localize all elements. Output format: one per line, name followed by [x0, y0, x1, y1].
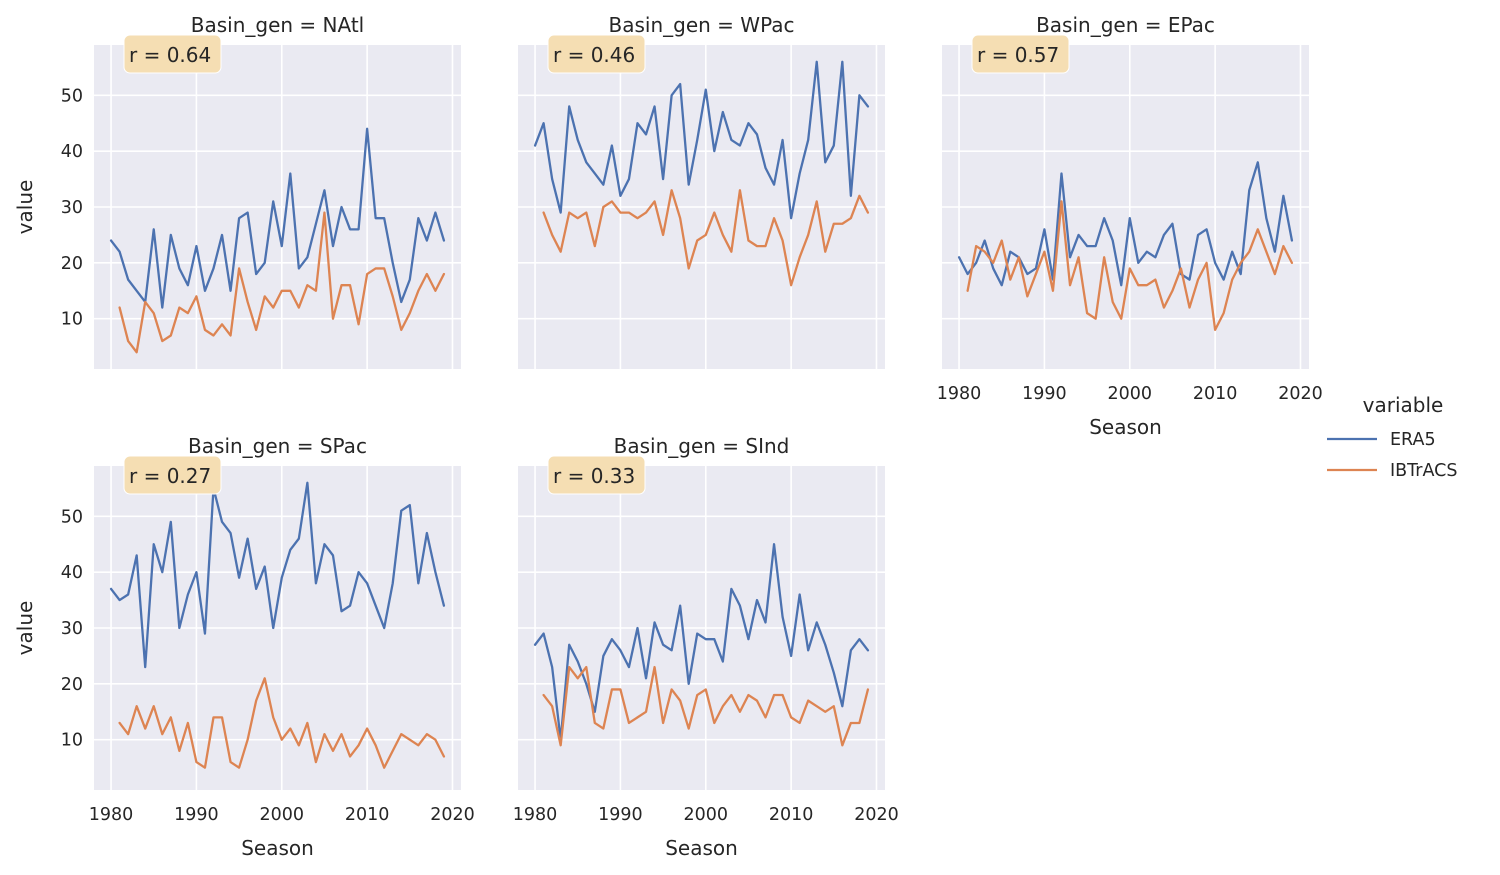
x-tick-label: 1990 [174, 805, 219, 825]
correlation-box [547, 455, 646, 495]
x-axis-label: Season [665, 836, 738, 860]
legend: variable ERA5 IBTrACS [1327, 393, 1457, 481]
x-tick-label: 2000 [1107, 384, 1152, 404]
series-line-ibtracs [966, 200, 1294, 332]
facet-panel-2: Basin_gen = EPac r = 0.57 1980 1990 2000 2010… [937, 13, 1323, 439]
facet-panel-0: Basin_gen = NAtl r = 0.64 10 20 30 40 50 value [13, 13, 461, 369]
y-tick-label: 40 [61, 142, 83, 162]
x-tick-label: 1980 [937, 384, 982, 404]
series-line-era5 [109, 127, 446, 309]
y-tick-label: 40 [61, 563, 83, 583]
panel-title: Basin_gen = SInd [614, 434, 790, 458]
y-tick-label: 30 [61, 198, 83, 218]
correlation-label: r = 0.57 [977, 43, 1059, 67]
series-line-ibtracs [542, 189, 870, 287]
series-line-era5 [533, 60, 870, 220]
y-tick-label: 50 [61, 86, 83, 106]
y-tick-label: 20 [61, 675, 83, 695]
correlation-box [971, 34, 1070, 74]
x-tick-label: 1990 [1022, 384, 1067, 404]
y-tick-label: 20 [61, 254, 83, 274]
facet-panel-4: Basin_gen = SInd r = 0.33 1980 1990 2000 2010… [513, 434, 899, 860]
y-tick-label: 10 [61, 310, 83, 330]
legend-label-era5: ERA5 [1390, 430, 1436, 450]
y-tick-label: 30 [61, 619, 83, 639]
x-tick-label: 2000 [683, 805, 728, 825]
panel-title: Basin_gen = EPac [1036, 13, 1215, 37]
x-tick-label: 1980 [513, 805, 558, 825]
correlation-box [123, 34, 222, 74]
legend-title: variable [1363, 393, 1444, 417]
panel-title: Basin_gen = NAtl [191, 13, 364, 37]
y-axis-label: value [13, 180, 37, 235]
series-line-ibtracs [118, 677, 446, 769]
correlation-label: r = 0.46 [553, 43, 635, 67]
series-line-ibtracs [118, 211, 446, 354]
correlation-label: r = 0.27 [129, 464, 211, 488]
x-tick-label: 1990 [598, 805, 643, 825]
x-tick-label: 2010 [345, 805, 390, 825]
panel-title: Basin_gen = SPac [188, 434, 367, 458]
y-axis-label: value [13, 601, 37, 656]
x-axis-label: Season [241, 836, 314, 860]
correlation-box [123, 455, 222, 495]
y-tick-label: 10 [61, 731, 83, 751]
facet-panel-1: Basin_gen = WPac r = 0.46 [518, 13, 885, 369]
x-tick-label: 2020 [854, 805, 899, 825]
x-tick-label: 2010 [1193, 384, 1238, 404]
series-line-era5 [109, 481, 446, 669]
x-tick-label: 1980 [89, 805, 134, 825]
x-axis-label: Season [1089, 415, 1162, 439]
x-tick-label: 2020 [1278, 384, 1323, 404]
series-line-era5 [957, 161, 1294, 287]
x-tick-label: 2020 [430, 805, 475, 825]
legend-label-ibtracs: IBTrACS [1390, 461, 1457, 481]
x-tick-label: 2010 [769, 805, 814, 825]
correlation-box [547, 34, 646, 74]
correlation-label: r = 0.64 [129, 43, 211, 67]
correlation-label: r = 0.33 [553, 464, 635, 488]
x-tick-label: 2000 [259, 805, 304, 825]
panel-title: Basin_gen = WPac [609, 13, 795, 37]
series-line-ibtracs [542, 665, 870, 747]
y-tick-label: 50 [61, 507, 83, 527]
facet-panel-3: Basin_gen = SPac r = 0.27 10 20 30 40 50 value 1… [13, 434, 475, 860]
